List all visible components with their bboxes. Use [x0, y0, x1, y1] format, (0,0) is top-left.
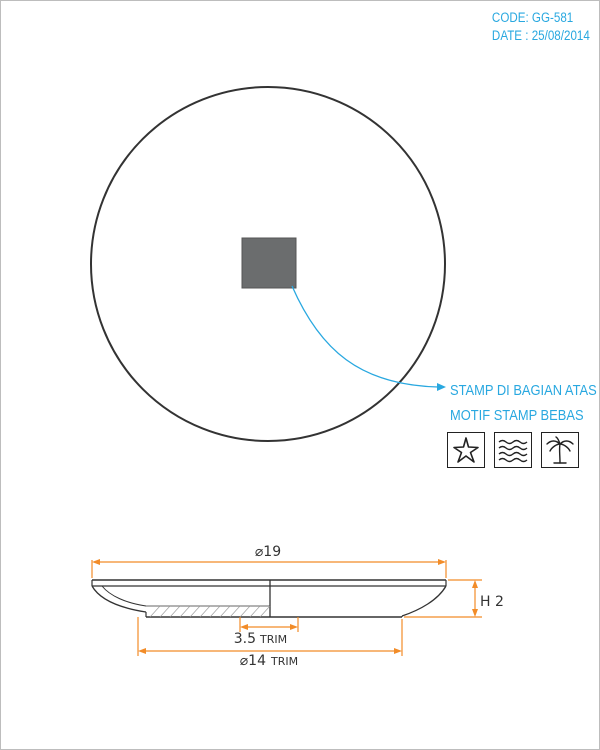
product-code: CODE: GG-581 [492, 10, 574, 25]
stamp-callout: STAMP DI BAGIAN ATAS MOTIF STAMP BEBAS [450, 378, 597, 428]
stamp-motif-note: MOTIF STAMP BEBAS [450, 407, 584, 424]
stamp-location-note: STAMP DI BAGIAN ATAS [450, 382, 597, 399]
dimension-lines [91, 559, 482, 656]
plate-side-view [91, 579, 447, 618]
title-block: CODE: GG-581 DATE : 25/08/2014 [492, 9, 590, 45]
plate-top-view [90, 86, 446, 442]
height-label: H 2 [480, 594, 504, 610]
drawing-date: DATE : 25/08/2014 [492, 28, 590, 43]
outer-diameter-label: ⌀19 [255, 544, 281, 560]
palm-tree-icon [541, 432, 579, 468]
stamp-area [241, 237, 297, 289]
base-diameter-label: ⌀14 [240, 653, 266, 669]
stamp-motif-options [447, 432, 579, 468]
trim-unit-label: TRIM [259, 633, 287, 646]
trim-value-label: 3.5 [234, 631, 256, 647]
waves-icon [494, 432, 532, 468]
callout-arrowhead [437, 383, 446, 391]
base-trim-unit-label: TRIM [270, 655, 298, 668]
starfish-icon [447, 432, 485, 468]
callout-leader-line [291, 285, 439, 388]
